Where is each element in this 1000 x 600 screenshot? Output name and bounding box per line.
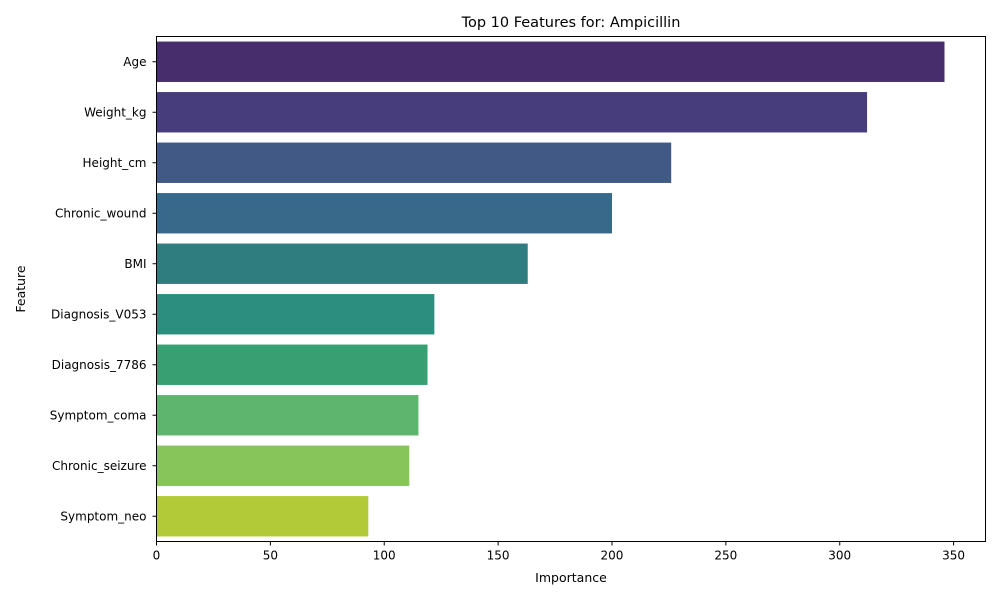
x-tick-label: 0 [153, 549, 161, 563]
y-tick-label: Weight_kg [84, 105, 146, 119]
bar-height-cm [156, 142, 672, 183]
y-tick-label: Chronic_wound [55, 206, 147, 220]
x-tick-label: 250 [714, 549, 737, 563]
bar-age [156, 41, 945, 82]
x-tick-label: 150 [487, 549, 510, 563]
y-tick-label: Diagnosis_7786 [52, 358, 147, 372]
bar-bmi [156, 243, 528, 284]
bar-group [156, 41, 945, 537]
chart-title: Top 10 Features for: Ampicillin [461, 15, 681, 31]
y-tick-label: Height_cm [83, 156, 147, 170]
y-tick-label: Diagnosis_V053 [51, 307, 146, 321]
bar-chronic-wound [156, 193, 612, 234]
x-axis-title: Importance [535, 570, 607, 585]
y-tick-label: BMI [124, 257, 146, 271]
plot-frame [156, 36, 986, 542]
x-tick-label: 200 [601, 549, 624, 563]
y-tick-label: Chronic_seizure [52, 459, 146, 473]
y-axis-title: Feature [13, 265, 28, 313]
bar-symptom-neo [156, 496, 369, 537]
bar-weight-kg [156, 92, 868, 133]
bar-symptom-coma [156, 395, 419, 436]
bar-chronic-seizure [156, 445, 410, 486]
y-axis: Age Weight_kg Height_cm Chronic_wound BMI Dia… [50, 55, 157, 523]
x-tick-label: 300 [828, 549, 851, 563]
y-tick-label: Symptom_coma [50, 408, 147, 422]
bar-diagnosis-7786 [156, 344, 428, 385]
x-tick-label: 350 [942, 549, 965, 563]
x-tick-label: 100 [373, 549, 396, 563]
y-tick-label: Symptom_neo [60, 509, 146, 523]
x-axis: 0 50 100 150 200 250 300 350 [153, 541, 965, 563]
x-tick-label: 50 [263, 549, 278, 563]
y-tick-label: Age [123, 55, 146, 69]
bar-diagnosis-v053 [156, 294, 435, 335]
